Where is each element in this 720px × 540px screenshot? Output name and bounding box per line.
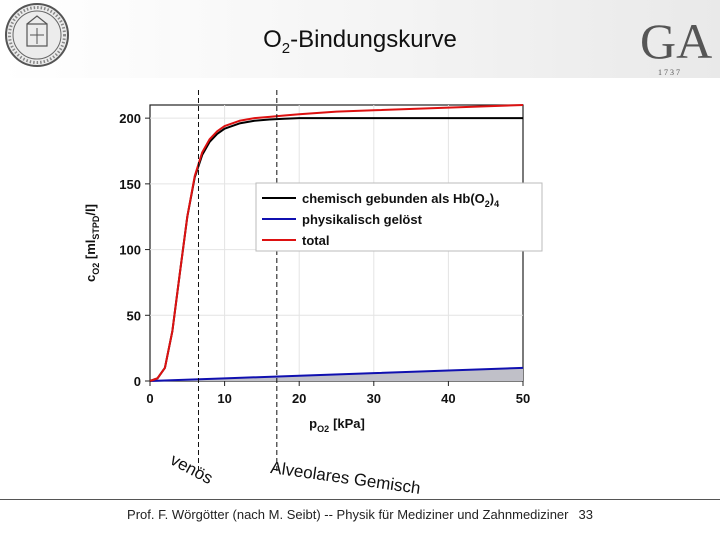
y-tick-label: 50	[127, 308, 141, 323]
legend-label: chemisch gebunden als Hb(O2)4	[302, 191, 499, 209]
university-seal-icon	[5, 3, 69, 67]
y-tick-label: 0	[134, 374, 141, 389]
footer-divider	[0, 499, 720, 500]
logo-letters: GA	[640, 13, 712, 69]
ga-logo-icon: GA 1 7 3 7	[640, 13, 712, 77]
y-tick-label: 150	[119, 177, 141, 192]
slide-title: O2-Bindungskurve	[263, 26, 457, 57]
logo-year: 1 7 3 7	[658, 68, 680, 77]
footer-text: Prof. F. Wörgötter (nach M. Seibt) -- Ph…	[127, 507, 569, 522]
x-tick-label: 20	[292, 391, 306, 406]
y-tick-label: 200	[119, 111, 141, 126]
legend-box	[255, 182, 543, 252]
x-tick-label: 30	[367, 391, 381, 406]
x-axis-label: pO2 [kPa]	[309, 416, 365, 434]
axis-ticks: 0 10 20 30 40 50 0 50 100 150 200	[119, 111, 530, 406]
legend-label: physikalisch gelöst	[302, 212, 423, 227]
x-tick-label: 10	[217, 391, 231, 406]
slide-header	[0, 0, 720, 78]
curves	[149, 104, 524, 382]
series-line-physikalisch	[149, 366, 524, 382]
y-tick-label: 100	[119, 243, 141, 258]
x-tick-label: 40	[441, 391, 455, 406]
legend: chemisch gebunden als Hb(O2)4 physikalisc…	[255, 182, 543, 252]
page-number: 33	[578, 507, 593, 522]
series-line-total	[149, 104, 524, 382]
x-tick-label: 50	[516, 391, 530, 406]
y-axis-label: cO2 [mlSTPD/l]	[83, 204, 101, 282]
legend-label: total	[302, 233, 329, 248]
x-tick-label: 0	[146, 391, 153, 406]
slide-footer: Prof. F. Wörgötter (nach M. Seibt) -- Ph…	[0, 507, 720, 522]
